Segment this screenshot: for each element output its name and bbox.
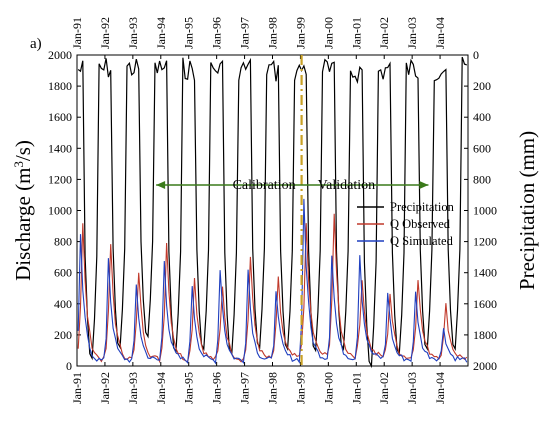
x-tick-label-top: Jan-93 (126, 17, 140, 49)
y2-tick-label: 0 (473, 48, 479, 62)
y2-axis-title: Precipitation (mm) (515, 131, 539, 290)
x-tick-label-top: Jan-94 (154, 17, 168, 49)
x-tick-label: Jan-04 (433, 372, 447, 404)
panel-label: a) (30, 36, 42, 52)
x-tick-label-top: Jan-99 (293, 17, 307, 49)
y2-tick-label: 400 (473, 110, 491, 124)
y2-tick-label: 800 (473, 172, 491, 186)
x-tick-label-top: Jan-91 (70, 17, 84, 49)
x-tick-label: Jan-92 (98, 372, 112, 404)
legend-entry: Precipitation (390, 200, 455, 214)
y2-tick-label: 200 (473, 79, 491, 93)
y-tick-label: 1800 (48, 79, 72, 93)
calibration-label: Calibration (233, 178, 296, 193)
y2-tick-label: 1600 (473, 297, 497, 311)
x-tick-label: Jan-01 (349, 372, 363, 404)
x-tick-label: Jan-98 (266, 372, 280, 404)
y-tick-label: 200 (54, 328, 72, 342)
x-tick-label-top: Jan-04 (433, 17, 447, 49)
x-tick-label-top: Jan-95 (182, 17, 196, 49)
x-tick-label-top: Jan-00 (321, 17, 335, 49)
series-precipitation-line (77, 56, 467, 369)
x-tick-label: Jan-00 (321, 372, 335, 404)
series-layer (77, 56, 468, 369)
y-tick-label: 800 (54, 235, 72, 249)
y2-tick-label: 600 (473, 141, 491, 155)
x-tick-label: Jan-96 (210, 372, 224, 404)
y2-tick-label: 1400 (473, 266, 497, 280)
y-tick-label: 1200 (48, 172, 72, 186)
legend: Precipitation Q Observed Q Simulated (357, 200, 455, 248)
y2-tick-label: 1800 (473, 328, 497, 342)
y2-tick-label: 2000 (473, 359, 497, 373)
y2-tick-label: 1000 (473, 204, 497, 218)
series-q-simulated-line (77, 198, 468, 365)
x-tick-label-top: Jan-92 (98, 17, 112, 49)
x-tick-label-top: Jan-98 (266, 17, 280, 49)
legend-entry: Q Simulated (390, 234, 454, 248)
x-tick-label-top: Jan-96 (210, 17, 224, 49)
y2-tick-label: 1200 (473, 235, 497, 249)
annotation-layer: Calibration Validation (156, 55, 429, 366)
x-tick-label-top: Jan-01 (349, 17, 363, 49)
y-tick-label: 0 (66, 359, 72, 373)
x-tick-label-top: Jan-02 (377, 17, 391, 49)
validation-label: Validation (318, 178, 376, 193)
x-tick-label: Jan-97 (238, 372, 252, 404)
y-tick-label: 600 (54, 266, 72, 280)
arrow-head-right (419, 181, 429, 189)
x-tick-label: Jan-99 (293, 372, 307, 404)
x-tick-label: Jan-91 (70, 372, 84, 404)
axes: 0 200 400 600 800 1000 1200 1400 1600 1800 2000 0 20… (11, 17, 540, 404)
legend-entry: Q Observed (390, 217, 451, 231)
y-axis-title: Discharge (m3/s) (11, 140, 36, 281)
arrow-head-left (156, 181, 166, 189)
x-tick-label: Jan-95 (182, 372, 196, 404)
y-tick-label: 1000 (48, 204, 72, 218)
x-tick-label-top: Jan-03 (405, 17, 419, 49)
x-tick-label-top: Jan-97 (238, 17, 252, 49)
y-tick-label: 400 (54, 297, 72, 311)
y-tick-label: 2000 (48, 48, 72, 62)
y-tick-label: 1600 (48, 110, 72, 124)
y-tick-label: 1400 (48, 141, 72, 155)
x-tick-label: Jan-93 (126, 372, 140, 404)
x-tick-label: Jan-03 (405, 372, 419, 404)
x-tick-label: Jan-02 (377, 372, 391, 404)
x-tick-label: Jan-94 (154, 372, 168, 404)
